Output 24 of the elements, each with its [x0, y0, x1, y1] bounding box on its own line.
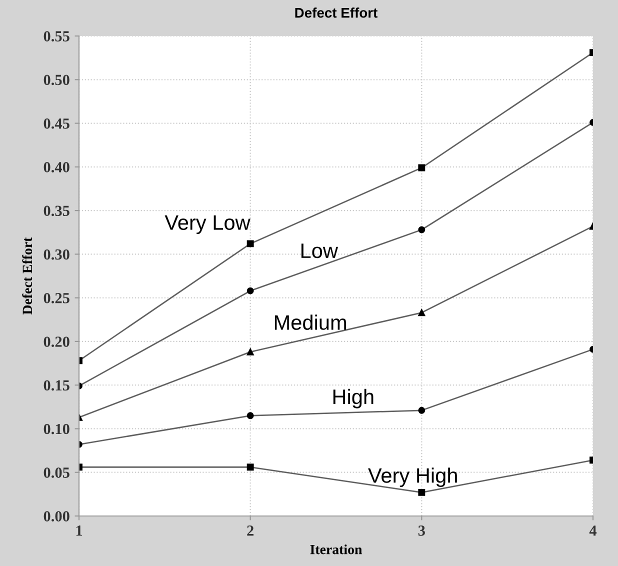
y-tick-label: 0.10	[44, 424, 70, 434]
chart-title: Defect Effort	[295, 8, 378, 18]
series-label: Very High	[368, 468, 457, 488]
y-tick-label: 0.00	[44, 511, 70, 522]
y-tick-label: 0.35	[44, 206, 70, 216]
series-label: High	[333, 388, 374, 408]
x-tick-label: 2	[247, 526, 254, 536]
y-tick-label: 0.55	[44, 31, 70, 42]
series-label: Very Low	[164, 215, 250, 234]
y-tick-label: 0.25	[44, 292, 70, 304]
series-label: Low	[301, 244, 338, 258]
y-tick-label: 0.05	[44, 468, 70, 478]
y-tick-label: 0.15	[44, 380, 70, 391]
y-tick-label: 0.40	[44, 162, 70, 172]
x-tick-label: 4	[589, 526, 597, 536]
y-tick-label: 0.50	[44, 74, 70, 86]
series-label: Medium	[274, 314, 346, 330]
y-tick-label: 0.30	[44, 249, 70, 260]
x-tick-label: 1	[76, 526, 82, 536]
y-axis-title: Defect Effort	[22, 237, 32, 315]
x-axis-title: Iteration	[310, 544, 362, 554]
y-tick-label: 0.45	[44, 118, 70, 129]
x-tick-label: 3	[418, 526, 425, 536]
y-tick-label: 0.20	[44, 336, 70, 347]
